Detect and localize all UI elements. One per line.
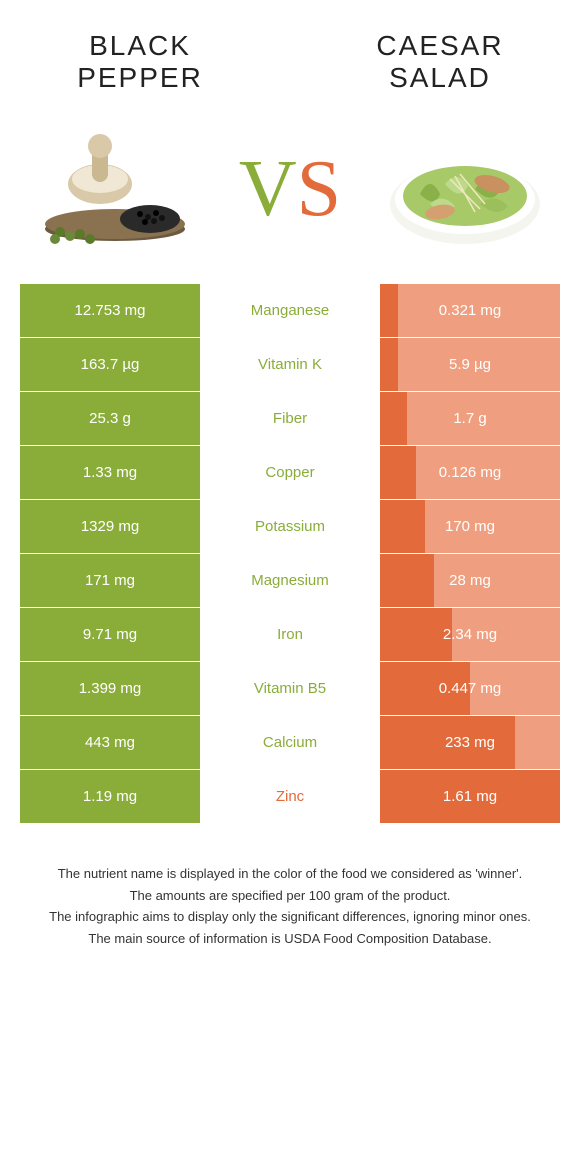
- nutrient-name: Vitamin K: [200, 338, 380, 391]
- title-left: BLACK PEPPER: [50, 30, 230, 94]
- nutrient-name: Copper: [200, 446, 380, 499]
- vs-v: V: [239, 149, 297, 229]
- value-left: 25.3 g: [20, 392, 200, 445]
- nutrient-name: Potassium: [200, 500, 380, 553]
- table-row: 1.33 mgCopper0.126 mg: [20, 446, 560, 500]
- table-row: 9.71 mgIron2.34 mg: [20, 608, 560, 662]
- header: BLACK PEPPER CAESAR SALAD: [0, 0, 580, 104]
- footer-line: The infographic aims to display only the…: [30, 907, 550, 927]
- value-left: 1.399 mg: [20, 662, 200, 715]
- table-row: 443 mgCalcium233 mg: [20, 716, 560, 770]
- value-right: 1.61 mg: [380, 770, 560, 823]
- value-right: 28 mg: [380, 554, 560, 607]
- value-right: 0.447 mg: [380, 662, 560, 715]
- nutrient-name: Iron: [200, 608, 380, 661]
- value-left: 171 mg: [20, 554, 200, 607]
- food-image-left: [30, 124, 200, 254]
- value-left: 1.33 mg: [20, 446, 200, 499]
- value-right: 2.34 mg: [380, 608, 560, 661]
- vs-s: S: [297, 149, 342, 229]
- title-right: CAESAR SALAD: [350, 30, 530, 94]
- nutrient-name: Zinc: [200, 770, 380, 823]
- nutrient-name: Calcium: [200, 716, 380, 769]
- vs-label: VS: [239, 149, 341, 229]
- value-right: 233 mg: [380, 716, 560, 769]
- table-row: 1.19 mgZinc1.61 mg: [20, 770, 560, 824]
- footer-line: The nutrient name is displayed in the co…: [30, 864, 550, 884]
- nutrient-name: Magnesium: [200, 554, 380, 607]
- table-row: 163.7 µgVitamin K5.9 µg: [20, 338, 560, 392]
- value-left: 1.19 mg: [20, 770, 200, 823]
- table-row: 12.753 mgManganese0.321 mg: [20, 284, 560, 338]
- value-right: 0.321 mg: [380, 284, 560, 337]
- value-right: 170 mg: [380, 500, 560, 553]
- nutrient-name: Manganese: [200, 284, 380, 337]
- value-right: 0.126 mg: [380, 446, 560, 499]
- nutrient-name: Fiber: [200, 392, 380, 445]
- value-right: 1.7 g: [380, 392, 560, 445]
- nutrient-name: Vitamin B5: [200, 662, 380, 715]
- table-row: 171 mgMagnesium28 mg: [20, 554, 560, 608]
- value-left: 1329 mg: [20, 500, 200, 553]
- footer-notes: The nutrient name is displayed in the co…: [0, 824, 580, 970]
- footer-line: The amounts are specified per 100 gram o…: [30, 886, 550, 906]
- footer-line: The main source of information is USDA F…: [30, 929, 550, 949]
- nutrient-table: 12.753 mgManganese0.321 mg163.7 µgVitami…: [20, 284, 560, 824]
- images-row: VS: [0, 104, 580, 284]
- food-image-right: [380, 124, 550, 254]
- table-row: 1329 mgPotassium170 mg: [20, 500, 560, 554]
- table-row: 25.3 gFiber1.7 g: [20, 392, 560, 446]
- value-right: 5.9 µg: [380, 338, 560, 391]
- value-left: 163.7 µg: [20, 338, 200, 391]
- value-left: 443 mg: [20, 716, 200, 769]
- value-left: 12.753 mg: [20, 284, 200, 337]
- table-row: 1.399 mgVitamin B50.447 mg: [20, 662, 560, 716]
- value-left: 9.71 mg: [20, 608, 200, 661]
